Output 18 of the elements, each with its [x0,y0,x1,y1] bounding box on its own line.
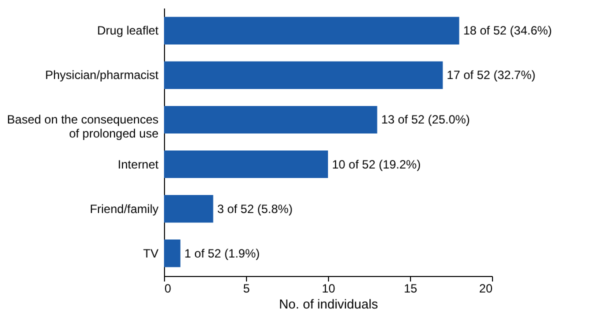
y-tick-label: Internet [118,157,160,172]
data-label: 3 of 52 (5.8%) [217,202,293,216]
x-axis-title: No. of individuals [279,296,378,312]
data-label: 10 of 52 (19.2%) [332,157,421,172]
data-label: 1 of 52 (1.9%) [184,246,260,260]
data-label: 13 of 52 (25.0%) [381,112,470,127]
data-label: 18 of 52 (34.6%) [463,24,552,38]
x-tick-label: 0 [164,282,172,296]
y-tick-label: Based on the consequences of prolonged use [7,112,159,141]
x-tick-label: 5 [243,282,250,296]
x-tick-label: 15 [404,282,418,296]
x-tick-label: 20 [479,282,493,296]
x-tick-label: 10 [322,282,336,296]
y-tick-label: Drug leaflet [97,24,160,38]
y-tick-label: Physician/pharmacist [45,68,160,82]
y-tick-label: Friend/family [90,202,158,216]
y-tick-label: TV [143,246,158,260]
data-label: 17 of 52 (32.7%) [446,68,536,82]
